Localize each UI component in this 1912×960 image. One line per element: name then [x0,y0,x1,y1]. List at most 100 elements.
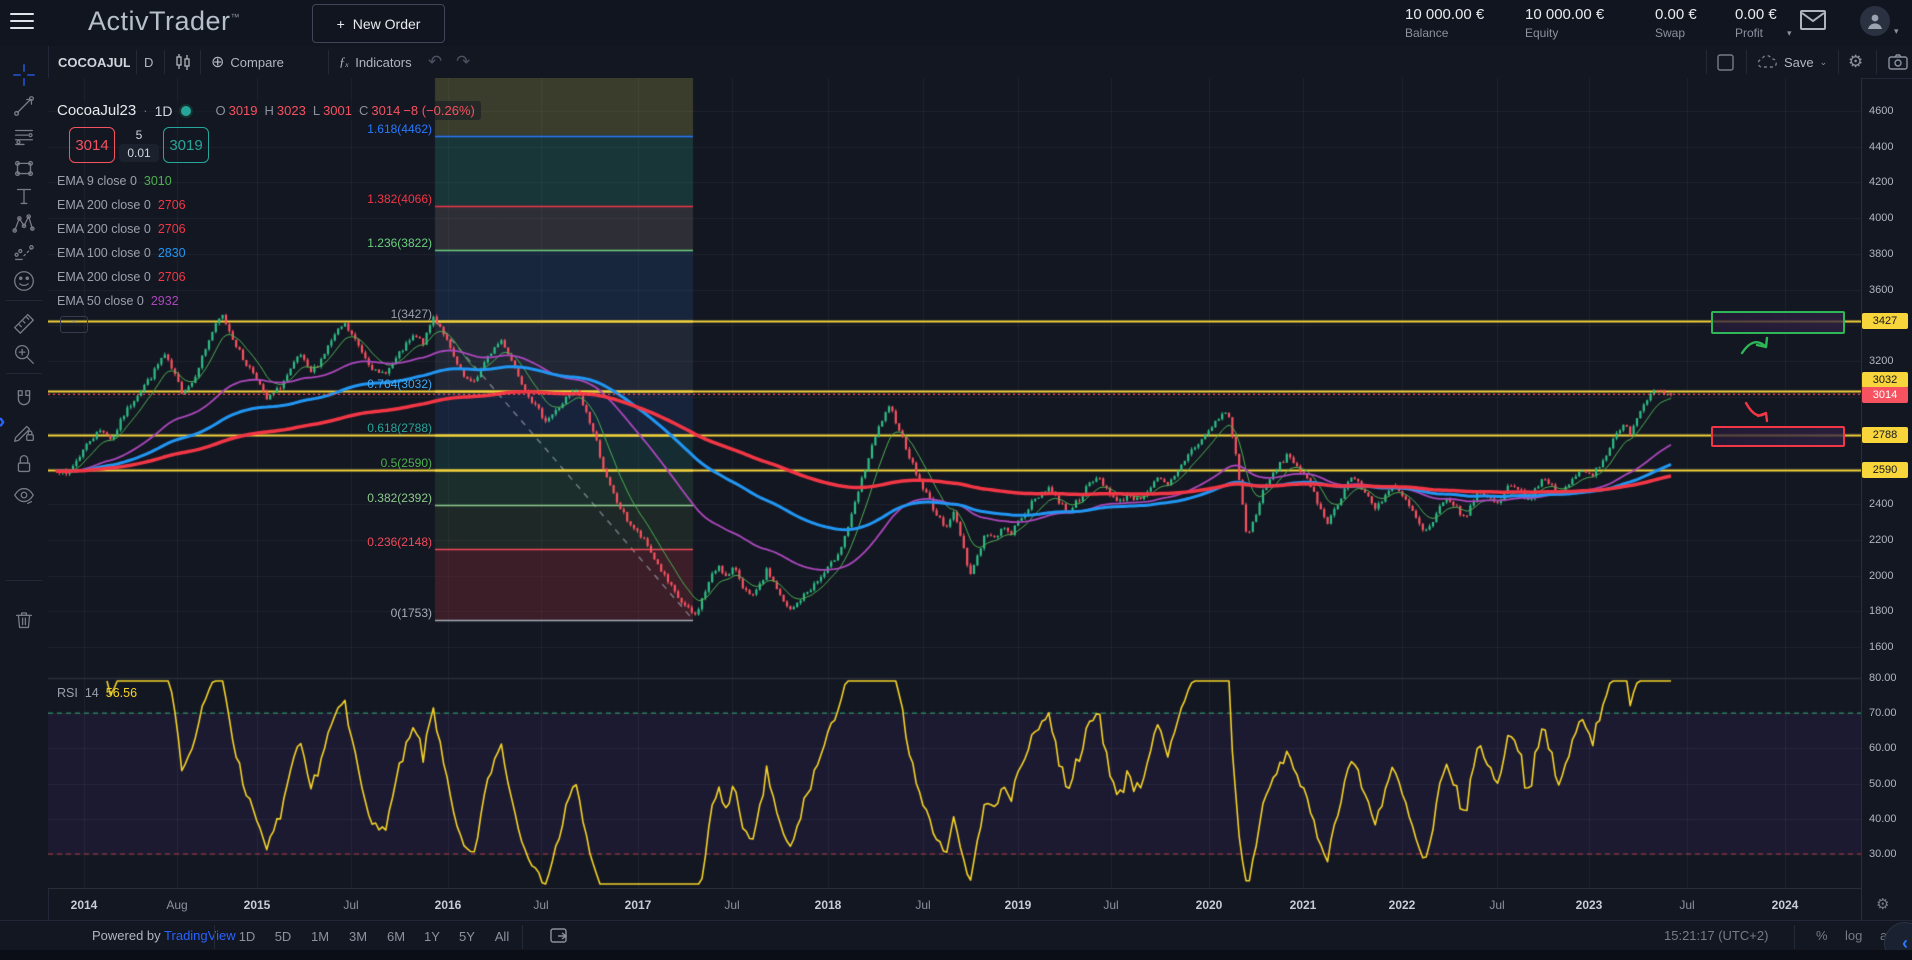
price-axis[interactable]: 4600440042004000380036003200240022002000… [1862,78,1912,920]
rsi-label: RSI [57,686,78,700]
stat-equity: 10 000.00 €Equity [1525,6,1604,40]
zoom-in-tool[interactable] [10,340,38,368]
emoji-tool[interactable] [10,267,38,295]
ema-legend-row[interactable]: EMA 50 close 02932 [57,293,179,309]
range-button-1d[interactable]: 1D [232,925,262,947]
indicators-button[interactable]: ƒₓ Indicators [339,46,412,78]
text-icon [11,183,37,209]
chart-type-button[interactable] [174,46,192,78]
measure-tool[interactable] [10,308,38,336]
profit-caret-icon[interactable]: ▾ [1787,28,1792,39]
trend-line-tool[interactable] [10,92,38,120]
drawing-lock-tool[interactable] [10,418,38,446]
expand-panel-chevron-icon[interactable]: › [0,408,5,434]
stat-swap: 0.00 €Swap [1655,6,1697,40]
ruler-icon [11,309,37,335]
forecast-tool[interactable] [10,238,38,266]
toolbar-divider [6,580,42,581]
redo-button[interactable]: ↷ [456,46,470,78]
trash-icon [11,607,37,633]
range-button-5y[interactable]: 5Y [452,925,482,947]
ema-legend-row[interactable]: EMA 200 close 02706 [57,269,186,285]
sell-limit-zone[interactable] [1711,426,1845,447]
goto-date-icon[interactable] [550,927,570,949]
ema-legend-row[interactable]: EMA 9 close 03010 [57,173,172,189]
range-button-1m[interactable]: 1M [305,925,335,947]
brand-logo: ActivTrader™ [88,6,240,37]
range-button-all[interactable]: All [487,925,517,947]
time-label: 2020 [1196,898,1223,912]
range-button-6m[interactable]: 6M [381,925,411,947]
fib-retracement-tool[interactable] [10,123,38,151]
fx-icon: ƒₓ [339,54,349,70]
chart-toolbar: COCOAJUL23 D ⊕ Compare ƒₓ Indicators ↶ ↷… [48,46,1912,79]
price-tick: 4400 [1869,141,1893,153]
legend-collapse-button[interactable]: ⌃ [60,316,88,333]
hamburger-menu-icon[interactable] [10,13,34,31]
ema-legend-row[interactable]: EMA 200 close 02706 [57,221,186,237]
ema-value: 2932 [151,294,179,308]
legend-symbol: CocoaJul23 [57,102,136,119]
range-button-1y[interactable]: 1Y [417,925,447,947]
undo-button[interactable]: ↶ [428,46,442,78]
lock-all-tool[interactable] [10,450,38,478]
range-button-3m[interactable]: 3M [343,925,373,947]
sell-bid-button[interactable]: 3014 [69,127,115,163]
text-tool[interactable] [10,182,38,210]
xabcd-icon [11,211,37,237]
chart-legend[interactable]: CocoaJul23 · 1D O3019 H3023 L3001 C3014 … [57,101,481,120]
fib-label: 0.764(3032) [312,377,432,391]
time-label: 2018 [815,898,842,912]
ema-label: EMA 9 close 0 [57,174,137,188]
screenshot-camera-icon[interactable] [1888,46,1908,78]
stat-label: Swap [1655,26,1697,40]
buy-limit-zone[interactable] [1711,311,1845,334]
percent-scale-button[interactable]: % [1816,928,1828,943]
rsi-value: 56.56 [106,686,137,700]
rsi-tick: 60.00 [1869,742,1897,754]
time-axis[interactable]: 2014Aug2015Jul2016Jul2017Jul2018Jul2019J… [48,888,1861,921]
lot-size-field[interactable]: 0.01 [119,144,159,162]
mail-icon[interactable] [1800,10,1826,35]
lock-icon [11,451,37,477]
time-label: 2015 [244,898,271,912]
avatar[interactable] [1860,6,1890,36]
new-order-button[interactable]: + New Order [312,4,445,43]
candlestick-icon [174,53,192,71]
time-axis-settings-icon[interactable]: ⚙ [1876,895,1889,913]
avatar-caret-icon[interactable]: ▾ [1894,26,1899,37]
pattern-tool[interactable] [10,210,38,238]
save-button[interactable]: Save ⌄ [1756,46,1827,78]
time-label: Jul [915,898,930,912]
clock-label[interactable]: 15:21:17 (UTC+2) [1664,928,1768,943]
time-label: 2019 [1005,898,1032,912]
magnet-tool[interactable] [10,386,38,414]
time-label: 2017 [625,898,652,912]
close-value: 3014 [371,103,400,118]
ema-legend-row[interactable]: EMA 200 close 02706 [57,197,186,213]
toolbar-divider [6,373,42,374]
bottom-toolbar: Powered by TradingView 1D5D1M3M6M1Y5YAll… [0,920,1912,951]
settings-gear-icon[interactable]: ⚙ [1848,46,1863,78]
symbol-button[interactable]: COCOAJUL23 [58,46,130,78]
activtrader-app: ActivTrader™ + New Order ▾ 10 000.00 €Ba… [0,0,1912,960]
magnet-icon [11,387,37,413]
fib-label: 0(1753) [312,606,432,620]
ema-legend-row[interactable]: EMA 100 close 02830 [57,245,186,261]
remove-all-tool[interactable] [10,606,38,634]
shapes-tool[interactable] [10,154,38,182]
rsi-legend[interactable]: RSI 14 56.56 [57,686,137,700]
tradingview-link[interactable]: TradingView [164,928,236,943]
crosshair-tool[interactable] [10,61,38,89]
eye-icon [11,483,37,509]
multichart-button[interactable] [1717,46,1734,78]
buy-ask-button[interactable]: 3019 [163,127,209,163]
interval-button[interactable]: D [144,46,153,78]
time-label: 2022 [1389,898,1416,912]
log-scale-button[interactable]: log [1845,928,1862,943]
rsi-tick: 30.00 [1869,848,1897,860]
compare-button[interactable]: ⊕ Compare [211,46,284,78]
hide-all-tool[interactable] [10,482,38,510]
range-button-5d[interactable]: 5D [268,925,298,947]
time-label: Jul [1679,898,1694,912]
